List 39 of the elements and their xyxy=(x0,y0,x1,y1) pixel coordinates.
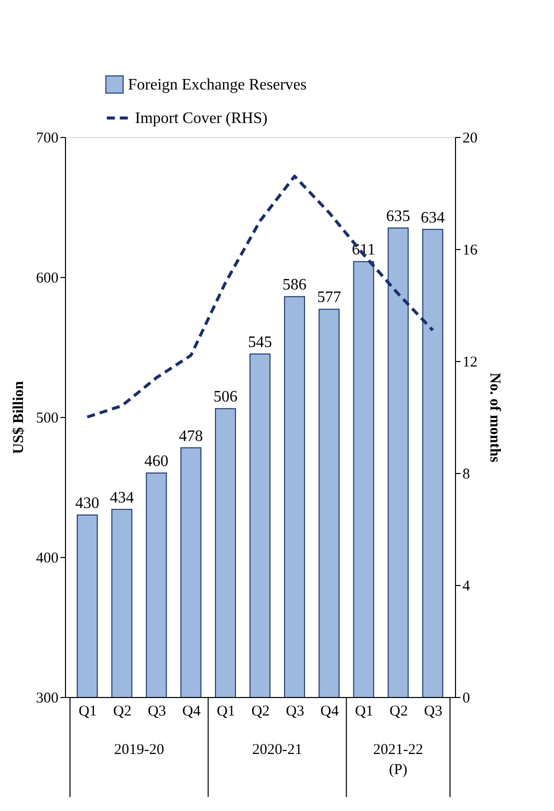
data-label: 577 xyxy=(317,289,342,306)
y2-tick-label: 4 xyxy=(462,578,470,594)
text: 2020-21 xyxy=(252,742,302,758)
x-tick-label: Q2 xyxy=(390,704,408,720)
data-label: 434 xyxy=(110,489,134,506)
y-tick-label: 300 xyxy=(36,690,58,706)
x-tick-label: Q3 xyxy=(286,704,304,720)
x-tick-label: Q2 xyxy=(113,704,132,720)
y2-axis-title: No. of months xyxy=(486,372,502,462)
x-tick-label: Q3 xyxy=(424,704,442,720)
data-label: 506 xyxy=(213,388,238,406)
y-tick-label: 500 xyxy=(36,410,58,426)
legend-label: Import Cover (RHS) xyxy=(135,110,268,127)
text: 2021-22 (P) xyxy=(373,742,424,778)
x-tick-label: Q4 xyxy=(182,704,202,720)
y2-tick-label: 12 xyxy=(462,354,478,370)
x-tick-label: Q1 xyxy=(216,704,236,720)
y-tick-label: 700 xyxy=(36,130,58,146)
x-tick-label: Q4 xyxy=(320,704,340,720)
y-tick-label: 600 xyxy=(36,270,58,286)
text: 2019-20 xyxy=(114,742,164,758)
y2-tick-label: 0 xyxy=(462,690,470,706)
data-label: 586 xyxy=(282,276,307,294)
legend-label: Foreign Exchange Reserves xyxy=(128,76,307,94)
y2-tick-label: 8 xyxy=(462,466,470,482)
y-tick-label: 400 xyxy=(36,550,58,566)
data-label: 634 xyxy=(420,209,445,226)
data-label: 460 xyxy=(144,453,168,470)
x-tick-label: Q1 xyxy=(78,704,97,720)
x-tick-label: Q1 xyxy=(354,704,374,720)
data-label: 545 xyxy=(248,334,272,351)
data-label: 478 xyxy=(178,428,203,445)
y2-tick-label: 16 xyxy=(462,242,478,258)
x-tick-label: Q3 xyxy=(148,704,166,720)
y-axis-title: US$ Billion xyxy=(11,380,27,454)
data-label: 635 xyxy=(386,208,410,225)
x-tick-label: Q2 xyxy=(251,704,270,720)
data-label: 430 xyxy=(75,495,100,512)
y2-tick-label: 20 xyxy=(462,130,478,146)
